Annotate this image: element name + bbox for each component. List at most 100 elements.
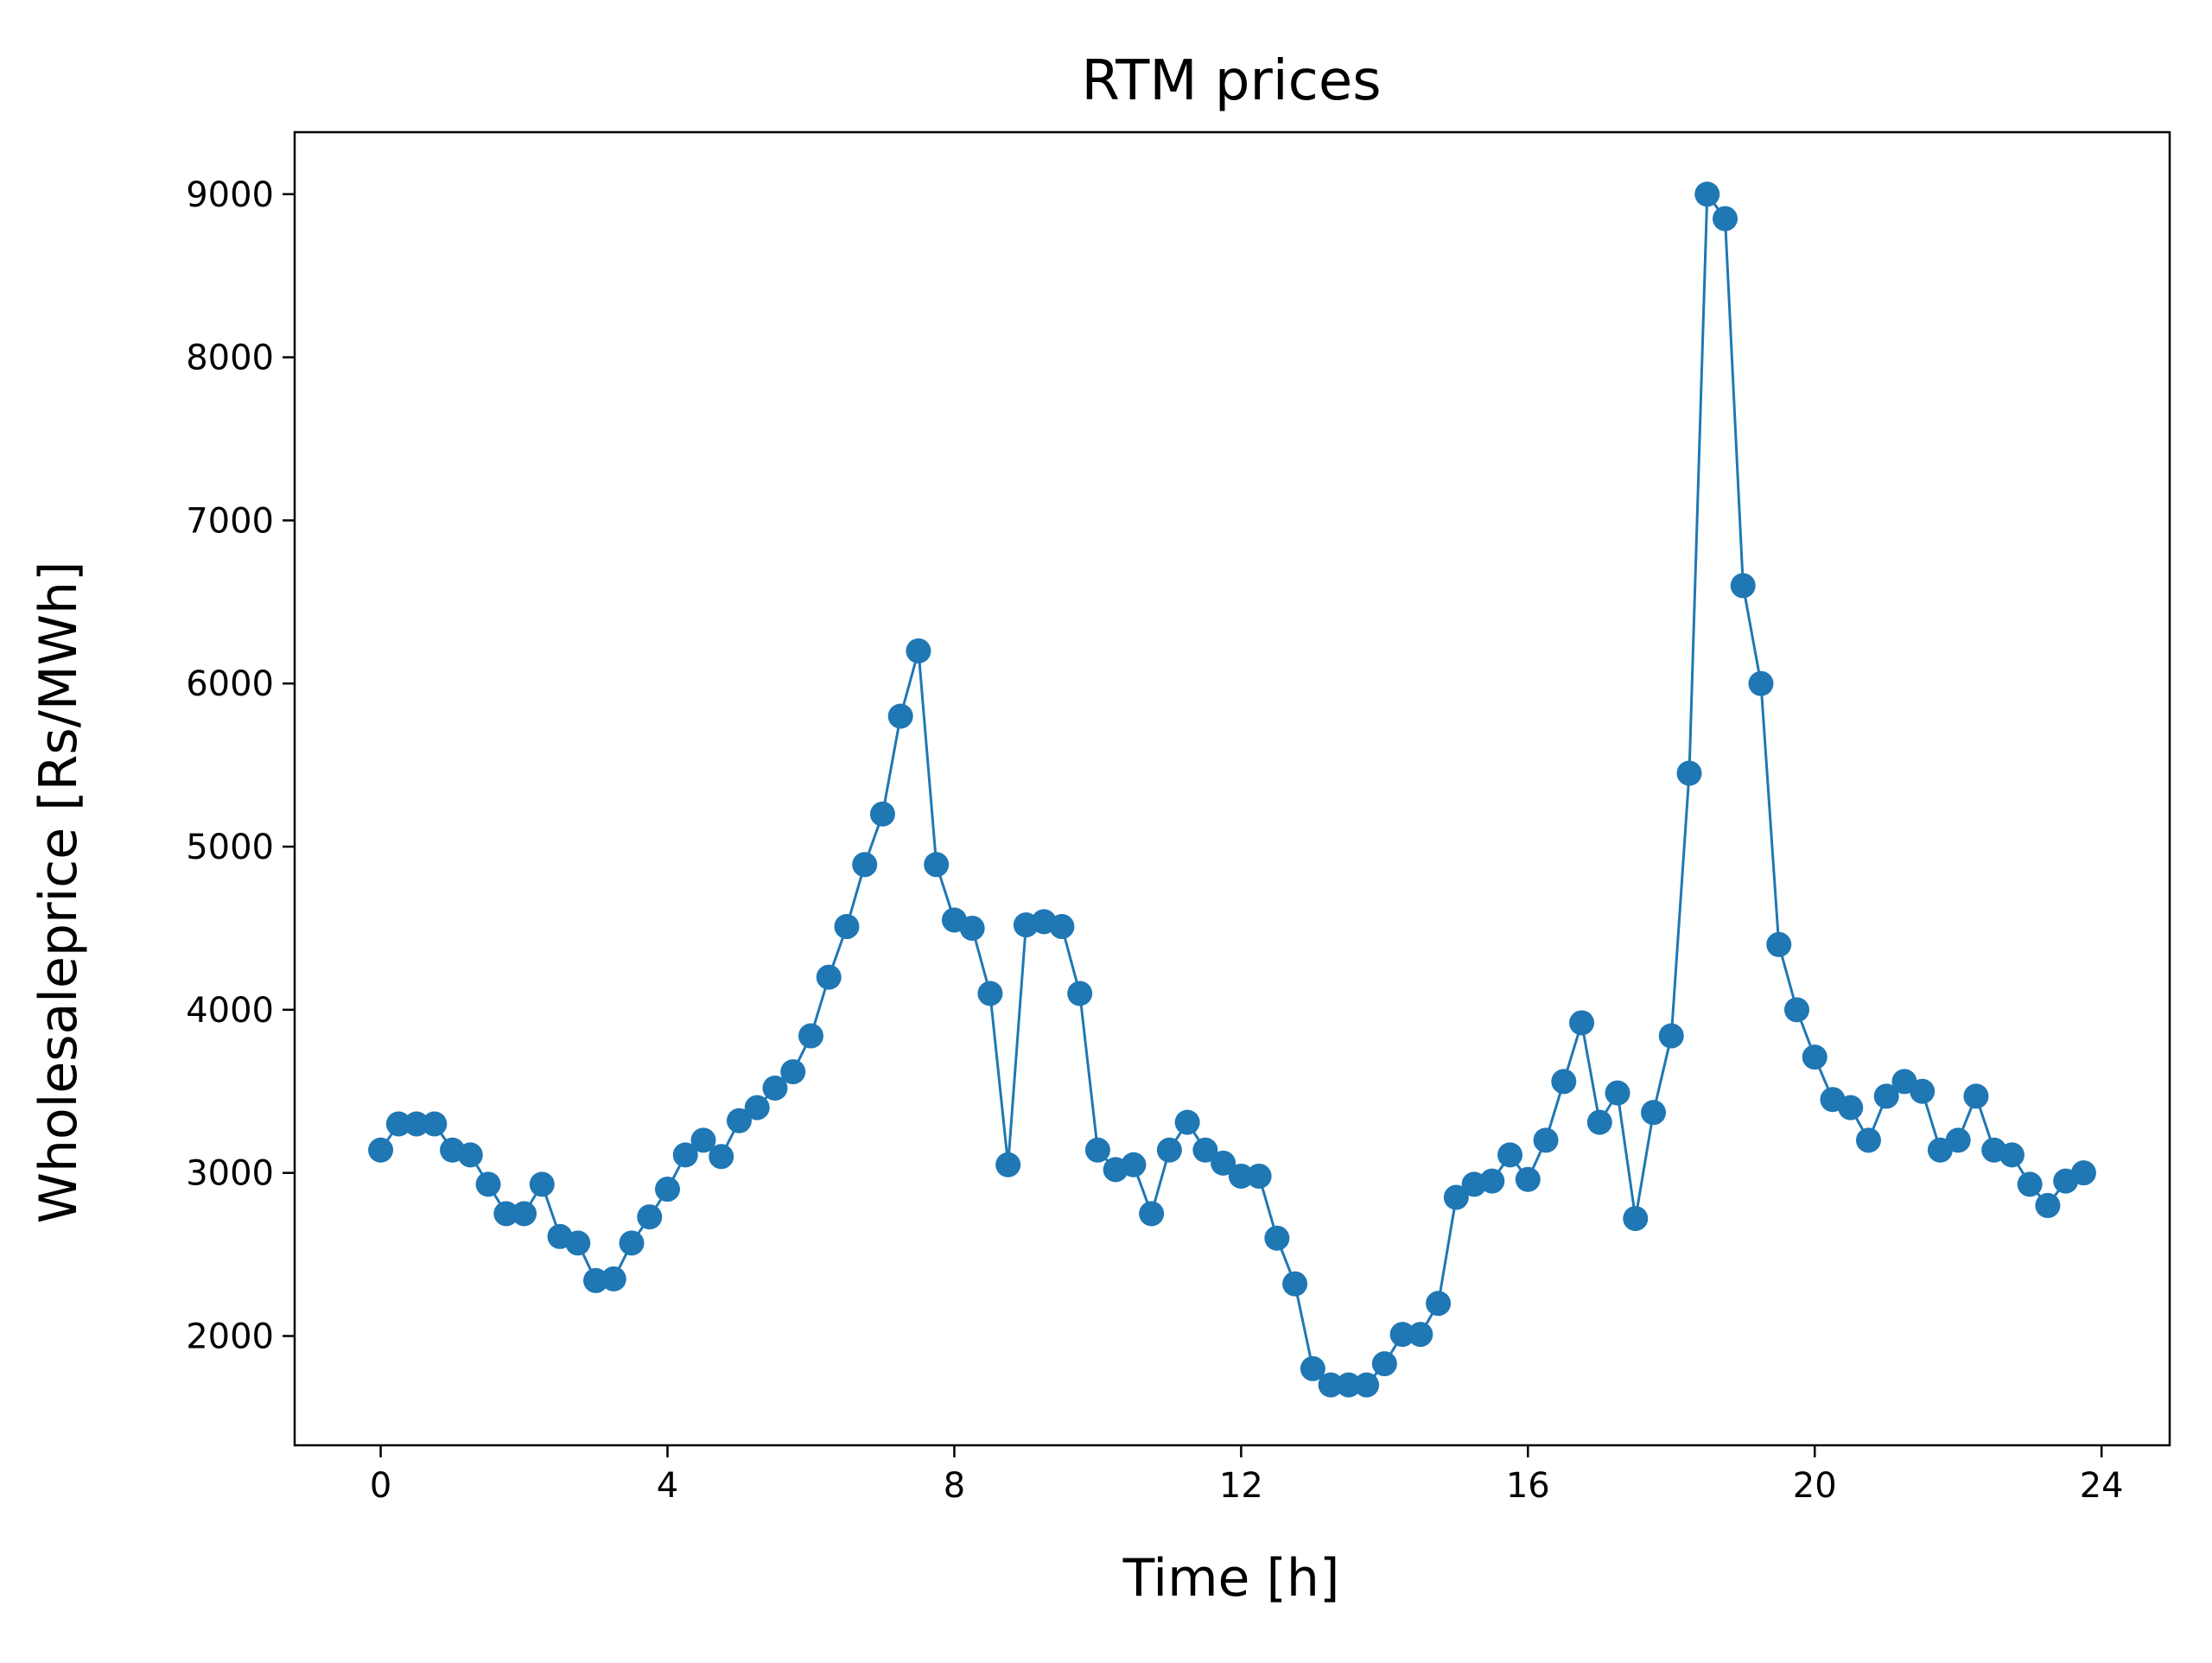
data-point — [744, 1095, 770, 1120]
data-point — [619, 1230, 645, 1256]
y-tick-label: 9000 — [186, 175, 274, 215]
y-tick-label: 8000 — [186, 339, 274, 378]
y-tick-label: 2000 — [186, 1317, 274, 1356]
data-point — [1408, 1322, 1433, 1348]
data-point — [1713, 206, 1738, 232]
x-tick-label: 12 — [1219, 1466, 1263, 1506]
data-point — [906, 638, 931, 663]
data-point — [1192, 1137, 1218, 1163]
data-point — [457, 1142, 483, 1168]
data-point — [1211, 1150, 1236, 1176]
x-tick-label: 20 — [1793, 1466, 1837, 1506]
data-point — [887, 703, 913, 729]
data-point — [1945, 1127, 1971, 1153]
y-tick-label: 3000 — [186, 1154, 274, 1194]
data-point — [1783, 997, 1809, 1023]
data-point — [1497, 1142, 1523, 1168]
data-point — [1569, 1010, 1595, 1036]
data-point — [924, 852, 950, 878]
data-point — [2070, 1160, 2096, 1186]
data-point — [726, 1108, 752, 1133]
data-point — [529, 1171, 555, 1197]
x-tick-label: 8 — [944, 1466, 965, 1506]
data-point — [1605, 1080, 1630, 1106]
data-point — [583, 1267, 609, 1293]
data-point — [1282, 1271, 1308, 1297]
data-point — [2017, 1171, 2043, 1197]
data-point — [798, 1023, 823, 1049]
data-point — [1049, 914, 1075, 940]
data-point — [1156, 1137, 1182, 1163]
data-point — [565, 1230, 591, 1256]
data-point — [1246, 1163, 1272, 1189]
data-point — [1658, 1023, 1684, 1049]
data-point — [1371, 1351, 1397, 1377]
data-point — [1586, 1109, 1612, 1135]
data-point — [690, 1127, 716, 1153]
data-point — [1730, 573, 1756, 599]
data-point — [1300, 1355, 1325, 1381]
data-point — [1748, 670, 1774, 696]
chart-title: RTM prices — [1081, 49, 1381, 113]
data-point — [1084, 1137, 1110, 1163]
axis-ticks: 0 4 8 12 16 20 24 2000 3000 4000 5000 6000 7000 8000 9… — [186, 175, 2123, 1506]
data-point — [1389, 1322, 1415, 1348]
data-point — [422, 1111, 448, 1137]
data-point — [1515, 1166, 1541, 1192]
data-point — [869, 801, 895, 827]
data-point — [1067, 981, 1093, 1006]
data-point — [655, 1177, 681, 1203]
x-tick-label: 24 — [2080, 1466, 2124, 1506]
data-point — [1354, 1372, 1380, 1398]
data-point — [1336, 1372, 1362, 1398]
x-tick-label: 0 — [370, 1466, 391, 1506]
data-point — [1910, 1078, 1936, 1104]
plot-frame — [293, 130, 2171, 1447]
data-point — [780, 1059, 806, 1085]
data-point — [1623, 1206, 1649, 1232]
data-point — [977, 981, 1003, 1006]
data-point — [493, 1201, 519, 1227]
data-point — [1264, 1225, 1290, 1251]
data-point — [1426, 1291, 1452, 1317]
data-point — [709, 1144, 734, 1170]
y-tick-label: 6000 — [186, 664, 274, 704]
data-point — [404, 1111, 429, 1137]
data-point — [385, 1111, 411, 1137]
series-layer — [368, 181, 2096, 1398]
y-axis-label: Wholesaleprice [Rs/MWh] — [29, 562, 89, 1224]
data-point — [995, 1152, 1021, 1177]
y-tick-label: 4000 — [186, 991, 274, 1031]
data-point — [959, 915, 985, 941]
data-point — [1838, 1095, 1864, 1120]
data-point — [1963, 1083, 1989, 1109]
data-point — [1533, 1127, 1559, 1153]
data-point — [852, 852, 878, 878]
data-point — [1694, 181, 1720, 207]
data-point — [1174, 1109, 1200, 1135]
data-point — [834, 914, 860, 940]
data-point — [512, 1201, 537, 1227]
y-tick-label: 7000 — [186, 501, 274, 541]
data-point — [1443, 1184, 1469, 1210]
x-tick-label: 4 — [657, 1466, 678, 1506]
data-point — [601, 1266, 626, 1292]
data-point — [475, 1171, 501, 1197]
data-point — [1479, 1168, 1505, 1194]
data-point — [1766, 931, 1792, 957]
data-point — [1551, 1069, 1577, 1095]
data-point — [637, 1204, 663, 1230]
data-point — [1318, 1372, 1344, 1398]
data-point — [1641, 1100, 1667, 1126]
data-point — [1676, 760, 1702, 786]
x-axis-label: Time [h] — [1122, 1548, 1340, 1609]
data-point — [762, 1075, 788, 1101]
data-point — [368, 1137, 394, 1163]
y-tick-label: 5000 — [186, 828, 274, 867]
data-point — [1139, 1201, 1165, 1227]
data-point — [1855, 1127, 1881, 1153]
data-point — [1802, 1044, 1827, 1070]
data-point — [672, 1142, 698, 1168]
